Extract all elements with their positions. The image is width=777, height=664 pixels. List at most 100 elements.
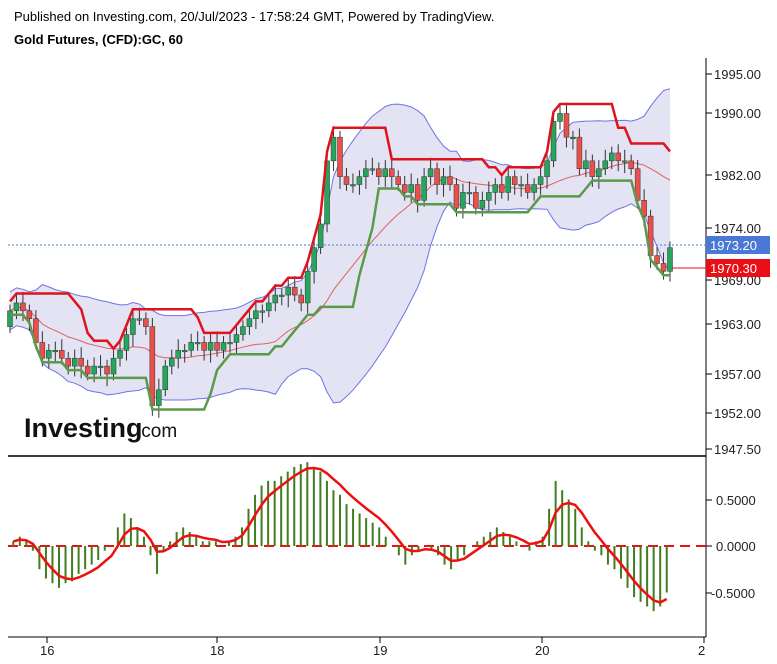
candle <box>130 310 136 347</box>
candle <box>389 157 395 189</box>
candle-body <box>654 255 660 264</box>
candle-body <box>214 342 220 351</box>
candle <box>434 162 440 195</box>
candle-body <box>39 342 46 359</box>
candle-body <box>376 168 382 177</box>
candle <box>602 149 609 176</box>
symbol-title: Gold Futures, (CFD):GC, 60 <box>14 32 183 47</box>
candle-body <box>266 302 272 312</box>
candle-body <box>537 176 544 185</box>
candle-body <box>130 318 136 335</box>
macd-tick-label: 0.0000 <box>716 539 756 554</box>
candle <box>421 167 427 207</box>
candle-body <box>414 184 421 201</box>
candle-body <box>609 152 615 162</box>
candle-body <box>240 326 246 335</box>
candle-body <box>7 310 13 327</box>
candle <box>550 115 557 168</box>
candle-body <box>363 168 369 177</box>
time-axis-ticks: 16 18 19 20 2 <box>40 637 705 658</box>
last-price-badge: 1970.30 <box>706 259 770 277</box>
candle <box>240 320 246 341</box>
candle-body <box>311 247 317 272</box>
current-price-value: 1973.20 <box>710 238 757 253</box>
candle <box>350 173 356 193</box>
candle-body <box>660 263 667 272</box>
candle-body <box>434 168 440 185</box>
green-channel-line <box>10 179 670 411</box>
logo-text: Investing <box>24 413 143 443</box>
candle <box>537 167 544 195</box>
candle-body <box>343 176 350 185</box>
candle-body <box>188 342 194 351</box>
candle <box>414 178 421 213</box>
candle-body <box>13 302 20 312</box>
candle-body <box>181 350 188 353</box>
candle <box>156 378 162 418</box>
candle-body <box>395 176 401 185</box>
macd-tick-label: 0.5000 <box>716 493 756 508</box>
price-axis-ticks: 1995.00 1990.00 1982.00 1974.00 1969.00 … <box>706 67 761 457</box>
candle <box>246 310 253 335</box>
candle <box>544 149 550 189</box>
candle-body <box>337 136 343 177</box>
candle <box>518 175 524 197</box>
candle-body <box>220 342 227 351</box>
candle <box>473 186 479 215</box>
candle-body <box>356 176 363 185</box>
candle <box>104 359 110 387</box>
candle <box>227 333 233 353</box>
candle-body <box>421 176 427 201</box>
macd-axis-ticks: 0.5000 0.0000 -0.5000 <box>706 493 756 601</box>
macd-signal-line <box>12 466 668 604</box>
candle-body <box>382 168 389 177</box>
candle-body <box>59 350 65 359</box>
candle <box>583 149 589 178</box>
candle-body <box>401 184 408 193</box>
macd-pane <box>8 462 706 612</box>
price-tick-label: 1957.00 <box>714 367 761 382</box>
candle-body <box>123 334 130 351</box>
candle-body <box>253 310 259 319</box>
candle <box>609 146 615 170</box>
candle-body <box>298 294 304 304</box>
candle-body <box>531 184 537 193</box>
last-price-value: 1970.30 <box>710 261 757 276</box>
candle <box>188 333 194 357</box>
candle <box>272 284 279 312</box>
candle-body <box>97 365 104 368</box>
price-tick-label: 1990.00 <box>714 106 761 121</box>
logo-suffix: .com <box>136 421 177 442</box>
candle-body <box>71 357 78 367</box>
price-tick-label: 1963.00 <box>714 317 761 332</box>
candle <box>337 130 343 189</box>
candle-body <box>589 160 596 177</box>
candle <box>363 160 369 189</box>
candle <box>207 333 214 363</box>
candle-body <box>628 160 634 169</box>
candle <box>576 128 583 176</box>
candle-body <box>26 310 33 319</box>
candle-body <box>518 184 524 187</box>
candle <box>453 178 460 217</box>
candle <box>220 336 227 359</box>
candle <box>570 130 576 150</box>
candle <box>596 160 602 189</box>
candle <box>59 339 65 365</box>
candle <box>440 167 447 197</box>
candle <box>253 299 259 329</box>
candle-body <box>149 326 156 406</box>
candle-body <box>460 192 466 209</box>
time-tick-label: 20 <box>535 643 549 658</box>
candle-body <box>117 350 123 359</box>
price-tick-label: 1974.00 <box>714 221 761 236</box>
red-channel-line <box>9 102 671 351</box>
candle <box>143 312 149 335</box>
price-tick-label: 1982.00 <box>714 168 761 183</box>
candle-body <box>596 168 602 177</box>
candle-body <box>557 113 563 122</box>
candle <box>382 160 389 187</box>
band-fill <box>10 88 670 403</box>
candle <box>369 157 376 176</box>
candle <box>71 349 78 377</box>
